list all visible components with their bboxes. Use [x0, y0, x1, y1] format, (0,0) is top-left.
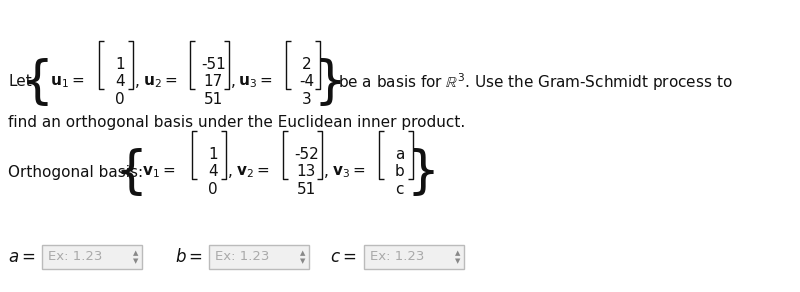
FancyBboxPatch shape — [42, 245, 142, 269]
Text: ▲: ▲ — [454, 250, 460, 256]
Text: $\}$: $\}$ — [314, 56, 342, 108]
Text: $c = $: $c = $ — [330, 248, 357, 266]
Text: $\{$: $\{$ — [114, 146, 142, 198]
Text: Ex: 1.23: Ex: 1.23 — [370, 251, 424, 263]
Text: -4: -4 — [299, 74, 314, 90]
FancyBboxPatch shape — [209, 245, 309, 269]
Text: $\mathbf{v}_2 =$: $\mathbf{v}_2 =$ — [236, 164, 270, 180]
Text: Let: Let — [8, 74, 32, 90]
Text: 4: 4 — [208, 164, 218, 180]
Text: ▼: ▼ — [300, 258, 305, 264]
Text: $b = $: $b = $ — [175, 248, 203, 266]
Text: ,: , — [135, 74, 140, 90]
Text: ▲: ▲ — [133, 250, 138, 256]
FancyBboxPatch shape — [364, 245, 464, 269]
Text: 4: 4 — [115, 74, 125, 90]
Text: c: c — [395, 182, 404, 197]
Text: -51: -51 — [201, 58, 226, 72]
Text: 17: 17 — [204, 74, 223, 90]
Text: ▼: ▼ — [454, 258, 460, 264]
Text: 13: 13 — [297, 164, 316, 180]
Text: Ex: 1.23: Ex: 1.23 — [215, 251, 270, 263]
Text: 1: 1 — [115, 58, 125, 72]
Text: $\mathbf{u}_3 =$: $\mathbf{u}_3 =$ — [238, 74, 273, 90]
Text: 51: 51 — [204, 92, 223, 107]
Text: be a basis for $\mathbb{R}^3$. Use the Gram-Schmidt process to: be a basis for $\mathbb{R}^3$. Use the G… — [338, 71, 732, 93]
Text: 51: 51 — [297, 182, 316, 197]
Text: $\mathbf{u}_2 =$: $\mathbf{u}_2 =$ — [143, 74, 178, 90]
Text: ,: , — [230, 74, 235, 90]
Text: 1: 1 — [208, 147, 218, 162]
Text: ▼: ▼ — [133, 258, 138, 264]
Text: 2: 2 — [302, 58, 311, 72]
Text: a: a — [395, 147, 404, 162]
Text: $\mathbf{v}_3 =$: $\mathbf{v}_3 =$ — [331, 164, 365, 180]
Text: ,: , — [323, 164, 328, 180]
Text: $\mathbf{v}_1 =$: $\mathbf{v}_1 =$ — [142, 164, 175, 180]
Text: $\mathbf{u}_1 =$: $\mathbf{u}_1 =$ — [50, 74, 84, 90]
Text: ,: , — [228, 164, 233, 180]
Text: 0: 0 — [115, 92, 125, 107]
Text: Orthogonal basis:: Orthogonal basis: — [8, 164, 143, 180]
Text: $\}$: $\}$ — [406, 146, 434, 198]
Text: -52: -52 — [294, 147, 318, 162]
Text: Ex: 1.23: Ex: 1.23 — [48, 251, 102, 263]
Text: b: b — [394, 164, 404, 180]
Text: 3: 3 — [302, 92, 311, 107]
Text: $a = $: $a = $ — [8, 248, 35, 266]
Text: 0: 0 — [208, 182, 218, 197]
Text: $\{$: $\{$ — [20, 56, 48, 108]
Text: find an orthogonal basis under the Euclidean inner product.: find an orthogonal basis under the Eucli… — [8, 114, 466, 129]
Text: ▲: ▲ — [300, 250, 305, 256]
